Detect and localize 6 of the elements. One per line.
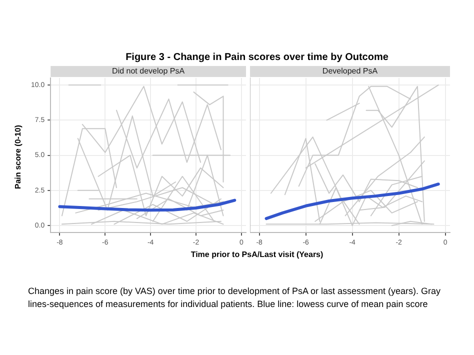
chart-subtitle: Did not develop PsA <box>112 66 186 76</box>
text: Changes in pain score (by VAS) over time prior to development of PsA or last assessment (years). Gray lines-sequences of measurements for individual patients. Blue line: lowess curve of mean pain score <box>28 285 442 311</box>
y-axis-title: Pain score (0-10) <box>14 124 22 190</box>
x-axis-title: Time prior to PsA/Last visit (Years) <box>190 250 324 259</box>
chart-title: Figure 3 - Change in Pain scores over time by Outcome <box>124 52 390 64</box>
chart-subtitle: Developed PsA <box>322 66 378 76</box>
